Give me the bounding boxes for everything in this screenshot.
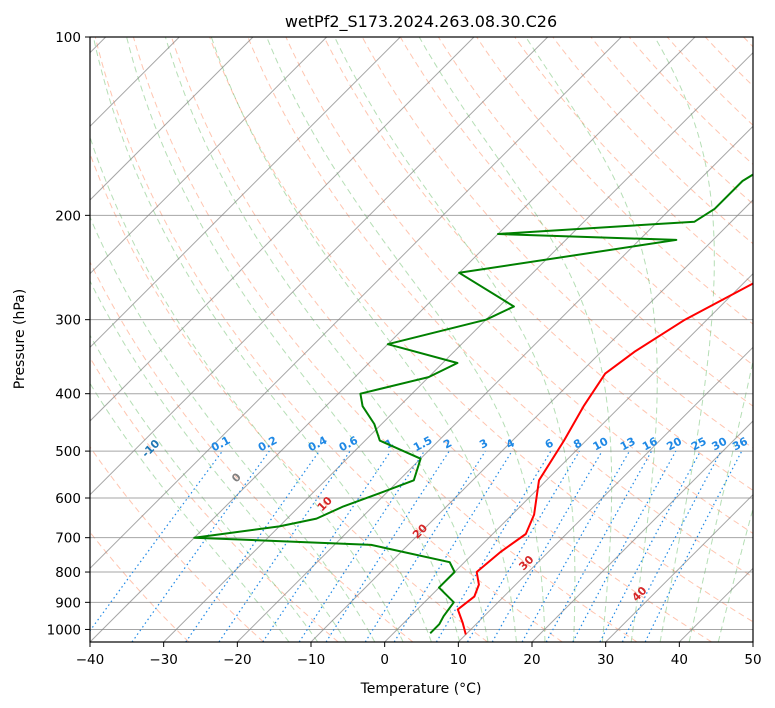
moist-adiabat-line	[717, 506, 753, 642]
x-tick-label: −40	[76, 652, 105, 668]
x-tick-label: 30	[597, 652, 614, 668]
isotherm-line	[384, 272, 753, 642]
isotherm-line	[457, 346, 753, 642]
mixing-ratio-label: 30	[710, 435, 730, 454]
dry-adiabat-line	[285, 37, 753, 535]
moist-adiabat-line	[90, 135, 404, 642]
mixing-ratio-line	[364, 450, 486, 642]
x-tick-label: 40	[671, 652, 688, 668]
moist-adiabat-line	[126, 37, 461, 642]
plot-frame	[89, 36, 754, 643]
x-tick-label: 10	[450, 652, 467, 668]
moist-adiabat-line	[90, 215, 376, 642]
mixing-ratio-label: 10	[591, 435, 611, 454]
x-axis-label: Temperature (°C)	[360, 681, 482, 697]
mixing-ratio-label: 16	[640, 435, 660, 454]
moist-adiabat-line	[334, 37, 576, 642]
mixing-ratio-line	[262, 450, 392, 642]
isotherm-line	[90, 37, 401, 349]
temperature-profile-line	[456, 282, 753, 635]
mixing-ratio-line	[325, 450, 450, 642]
mixing-ratio-line	[466, 450, 580, 642]
dry-adiabat-line	[132, 37, 638, 642]
mixing-ratio-label: 25	[689, 435, 709, 454]
plot-background	[90, 37, 753, 642]
moist-adiabat-line	[90, 382, 290, 642]
dry-adiabat-line	[171, 37, 712, 642]
isotherm-line	[752, 641, 753, 642]
x-tick-label: 50	[744, 652, 761, 668]
y-tick-label: 900	[55, 595, 81, 611]
x-tick-label: 0	[380, 652, 389, 668]
moist-adiabat-line	[210, 37, 517, 642]
x-tick-label: −30	[149, 652, 178, 668]
dry-adiabat-line	[209, 37, 753, 623]
isotherm-line	[90, 37, 328, 275]
moist-adiabat-line	[90, 334, 319, 642]
mixing-ratio-line	[435, 450, 552, 642]
moist-adiabat-line	[418, 37, 613, 642]
mixing-ratio-label: 13	[618, 435, 638, 454]
mixing-ratio-line	[185, 450, 320, 642]
dry-adiabat-line	[476, 37, 753, 325]
x-tick-label: −20	[223, 652, 252, 668]
moist-adiabat-line	[164, 37, 489, 642]
y-tick-label: 400	[55, 387, 81, 403]
mixing-ratio-line	[572, 450, 677, 642]
x-tick-label: −10	[297, 652, 326, 668]
chart-title: wetPf2_S173.2024.263.08.30.C26	[285, 12, 557, 32]
dry-adiabat-line	[323, 37, 753, 491]
isotherm-line	[310, 199, 753, 642]
isotherm-line	[90, 37, 549, 496]
moist-adiabat-line	[92, 37, 432, 642]
y-tick-label: 300	[55, 313, 81, 329]
isotherm-line	[605, 493, 753, 642]
moist-adiabat-line	[525, 37, 658, 642]
dry-adiabat-line	[90, 260, 414, 642]
y-tick-label: 500	[55, 444, 81, 460]
y-tick-label: 100	[55, 30, 81, 46]
moist-adiabat-line	[688, 358, 753, 642]
moist-adiabat-line	[266, 37, 546, 642]
mixing-ratio-line	[298, 450, 425, 642]
mixing-ratio-label: 36	[730, 435, 750, 454]
x-tick-label: 20	[523, 652, 540, 668]
isotherm-line	[90, 37, 254, 201]
axes: −40 −30 −20 −10 0 10 20 30 40 50 100 200 300 400 500 60…	[47, 30, 762, 668]
isotherm-line	[236, 125, 753, 642]
y-tick-label: 200	[55, 208, 81, 224]
dewpoint-profile-line	[193, 173, 753, 635]
mixing-ratio-label: 20	[664, 435, 684, 454]
isotherm-line	[90, 37, 475, 422]
y-axis-label: Pressure (hPa)	[12, 289, 28, 389]
mixing-ratio-line	[218, 450, 351, 642]
dry-adiabat-line	[94, 37, 563, 642]
y-tick-label: 800	[55, 565, 81, 581]
dry-adiabat-line	[514, 37, 753, 285]
isotherm-line	[90, 37, 622, 570]
moist-adiabat-line	[654, 37, 715, 642]
mixing-ratio-line	[393, 450, 513, 642]
isotherm-line	[531, 420, 753, 642]
y-tick-label: 600	[55, 491, 81, 507]
y-tick-label: 1000	[47, 622, 81, 638]
isotherm-line	[90, 37, 696, 642]
dry-adiabat-line	[247, 37, 753, 578]
mixing-ratio-line	[599, 450, 702, 642]
y-tick-label: 700	[55, 531, 81, 547]
dry-adiabat-line	[90, 446, 264, 642]
